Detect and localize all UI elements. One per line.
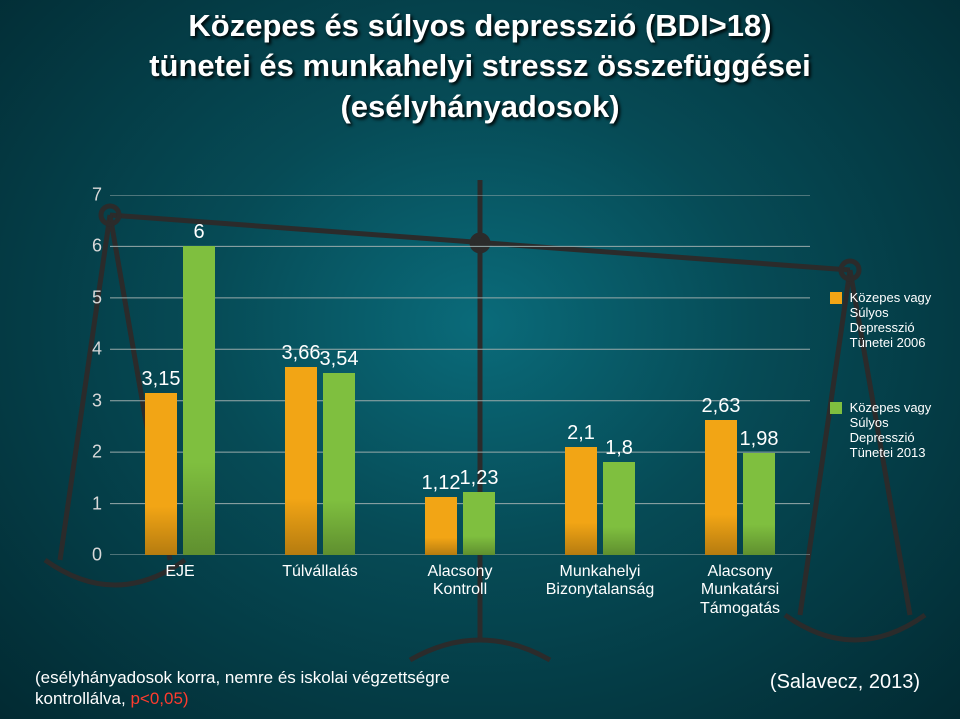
legend-label-2013: Közepes vagy Súlyos Depresszió Tünetei 2…	[850, 400, 946, 460]
category-label: EJE	[110, 563, 250, 581]
bar-value-label: 1,8	[605, 437, 633, 460]
bar	[285, 367, 317, 555]
footnote-line2a: kontrollálva,	[35, 689, 130, 708]
bar-value-label: 6	[193, 221, 204, 244]
bar	[705, 420, 737, 555]
y-axis-label: 7	[62, 185, 102, 206]
citation: (Salavecz, 2013)	[770, 671, 920, 694]
legend: Közepes vagy Súlyos Depresszió Tünetei 2…	[830, 290, 950, 510]
bar-value-label: 2,1	[567, 422, 595, 445]
bar	[145, 393, 177, 555]
y-axis-label: 6	[62, 236, 102, 257]
title-line2: tünetei és munkahelyi stressz összefüggé…	[0, 46, 960, 86]
bar	[565, 447, 597, 555]
y-axis-label: 1	[62, 493, 102, 514]
y-axis-label: 2	[62, 442, 102, 463]
bar-value-label: 3,66	[282, 342, 321, 365]
plot-area: 012345673,156EJE3,663,54Túlvállalás1,121…	[110, 195, 810, 555]
bar-value-label: 3,15	[142, 368, 181, 391]
bar	[425, 497, 457, 555]
bar	[603, 462, 635, 555]
y-axis-label: 3	[62, 390, 102, 411]
bar	[183, 246, 215, 555]
bar-value-label: 1,98	[740, 428, 779, 451]
footnote: (esélyhányadosok korra, nemre és iskolai…	[35, 667, 450, 710]
bar-value-label: 3,54	[320, 348, 359, 371]
bar-value-label: 1,23	[460, 467, 499, 490]
y-axis-label: 5	[62, 287, 102, 308]
y-axis-label: 0	[62, 545, 102, 566]
bar	[463, 492, 495, 555]
bar-chart: 012345673,156EJE3,663,54Túlvállalás1,121…	[50, 195, 810, 595]
title-line1: Közepes és súlyos depresszió (BDI>18)	[0, 6, 960, 46]
legend-swatch-2006	[830, 292, 842, 304]
legend-item-2006: Közepes vagy Súlyos Depresszió Tünetei 2…	[830, 290, 950, 350]
bar	[323, 373, 355, 555]
y-axis-label: 4	[62, 339, 102, 360]
bar-value-label: 1,12	[422, 472, 461, 495]
footnote-significance: p<0,05)	[130, 689, 188, 708]
category-label: Túlvállalás	[250, 563, 390, 581]
category-label: AlacsonyKontroll	[390, 563, 530, 600]
legend-label-2006: Közepes vagy Súlyos Depresszió Tünetei 2…	[850, 290, 946, 350]
title-line3: (esélyhányadosok)	[0, 87, 960, 127]
category-label: AlacsonyMunkatársiTámogatás	[670, 563, 810, 618]
footnote-line1: (esélyhányadosok korra, nemre és iskolai…	[35, 668, 450, 687]
chart-title: Közepes és súlyos depresszió (BDI>18) tü…	[0, 6, 960, 127]
category-label: MunkahelyiBizonytalanság	[530, 563, 670, 600]
legend-item-2013: Közepes vagy Súlyos Depresszió Tünetei 2…	[830, 400, 950, 460]
bar	[743, 453, 775, 555]
legend-swatch-2013	[830, 402, 842, 414]
bar-value-label: 2,63	[702, 395, 741, 418]
